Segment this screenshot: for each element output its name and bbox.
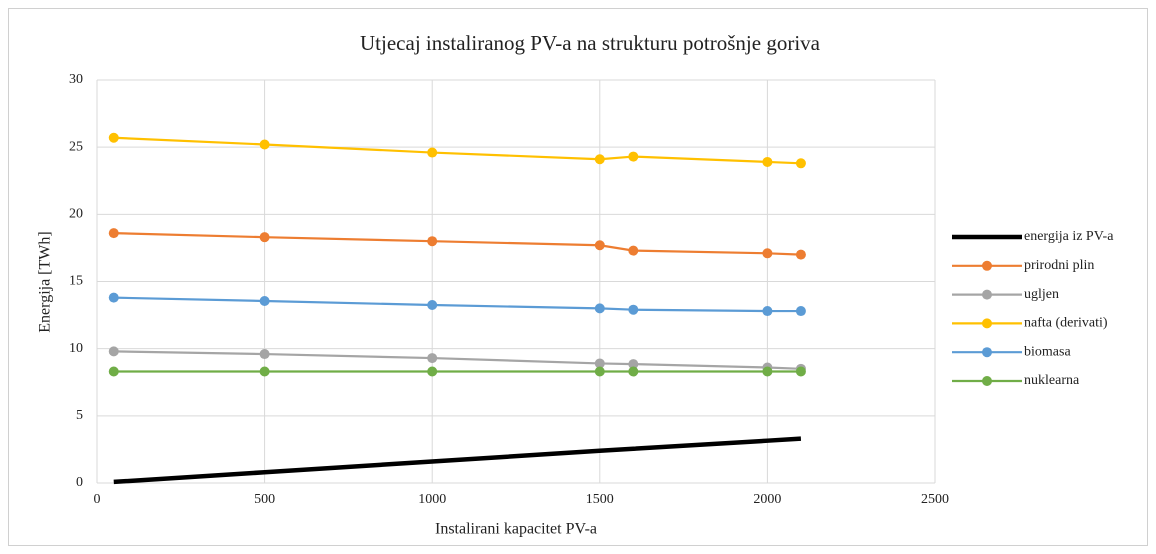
data-point	[594, 154, 605, 165]
y-tick-label: 30	[69, 72, 83, 87]
legend-marker	[982, 318, 992, 329]
data-point	[594, 303, 605, 314]
data-point	[427, 353, 438, 364]
legend-marker	[982, 260, 992, 271]
y-tick-label: 0	[76, 475, 83, 490]
data-point	[259, 232, 270, 243]
data-point	[762, 366, 773, 377]
legend-label: prirodni plin	[1024, 258, 1094, 273]
data-point	[427, 300, 438, 311]
data-point	[795, 158, 806, 169]
data-point	[628, 366, 639, 377]
data-point	[762, 248, 773, 259]
data-point	[108, 346, 119, 357]
legend-label: nafta (derivati)	[1024, 316, 1108, 331]
y-tick-label: 25	[69, 139, 83, 154]
data-point	[762, 156, 773, 167]
data-point	[594, 240, 605, 251]
series-line	[113, 436, 802, 485]
data-point	[795, 249, 806, 260]
legend-label: ugljen	[1024, 287, 1059, 302]
y-axis-title: Energija [TWh]	[37, 231, 54, 332]
data-point	[795, 366, 806, 377]
legend-label: nuklearna	[1024, 373, 1080, 388]
x-tick-label: 1500	[586, 492, 614, 507]
legend-label: energija iz PV-a	[1024, 229, 1114, 244]
x-tick-label: 500	[254, 492, 275, 507]
data-point	[762, 306, 773, 317]
x-tick-label: 1000	[418, 492, 446, 507]
data-point	[108, 366, 119, 377]
legend-marker	[982, 376, 992, 386]
data-point	[628, 359, 639, 370]
data-point	[108, 228, 119, 239]
data-point	[628, 304, 639, 315]
data-point	[427, 147, 438, 158]
legend-label: biomasa	[1024, 344, 1071, 359]
data-point	[628, 151, 639, 162]
data-point	[108, 132, 119, 143]
chart-border	[8, 8, 1148, 546]
x-axis-title: Instalirani kapacitet PV-a	[435, 521, 597, 538]
y-tick-label: 10	[69, 341, 83, 356]
data-point	[427, 366, 438, 377]
data-point	[259, 295, 270, 306]
chart-title: Utjecaj instaliranog PV-a na strukturu p…	[360, 31, 821, 55]
data-point	[795, 306, 806, 317]
data-point	[594, 366, 605, 377]
x-tick-label: 0	[94, 492, 101, 507]
data-point	[259, 349, 270, 360]
y-tick-label: 15	[69, 274, 83, 289]
data-point	[259, 366, 270, 377]
legend-marker	[982, 347, 992, 358]
x-tick-label: 2000	[753, 492, 781, 507]
data-point	[259, 139, 270, 150]
data-point	[594, 358, 605, 369]
y-tick-label: 5	[76, 408, 83, 423]
x-tick-label: 2500	[921, 492, 949, 507]
y-tick-label: 20	[69, 207, 83, 222]
data-point	[628, 245, 639, 256]
data-point	[108, 292, 119, 303]
data-point	[427, 236, 438, 247]
legend-marker	[982, 289, 992, 300]
